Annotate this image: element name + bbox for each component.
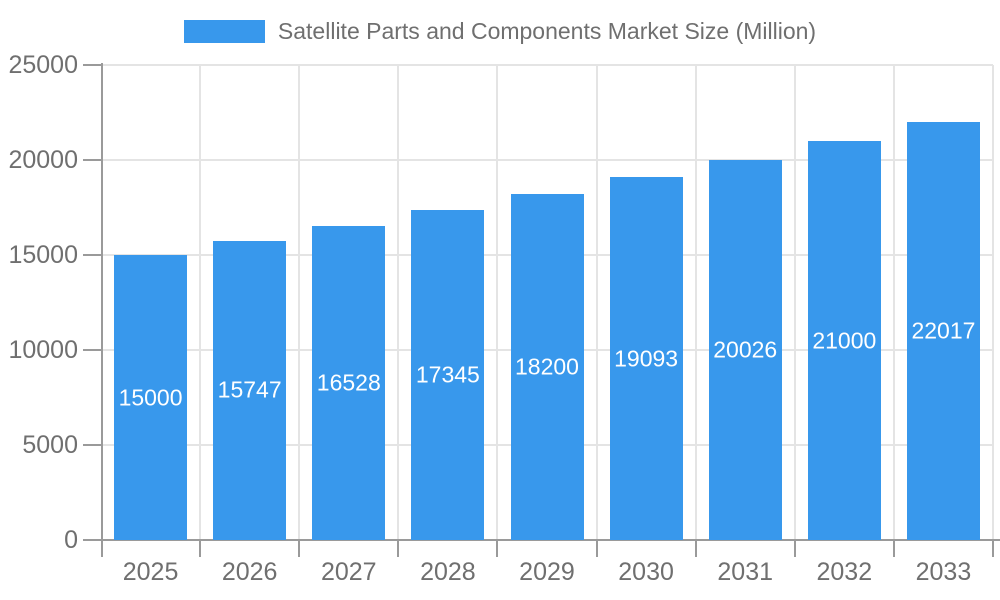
x-axis-tick — [595, 541, 598, 557]
x-axis-line — [83, 539, 1000, 541]
x-axis-label: 2033 — [915, 558, 972, 586]
x-axis-tick — [892, 541, 895, 557]
x-axis-tick — [397, 541, 400, 557]
gridline-vertical — [397, 65, 400, 540]
bar-2027[interactable]: 16528 — [312, 225, 386, 540]
x-axis-label: 2027 — [320, 558, 377, 586]
chart-legend[interactable]: Satellite Parts and Components Market Si… — [0, 16, 1000, 46]
x-axis-tick — [694, 541, 697, 557]
x-axis-label: 2032 — [816, 558, 873, 586]
y-axis-label: 25000 — [8, 51, 78, 79]
x-axis-tick — [793, 541, 796, 557]
bar-2032[interactable]: 21000 — [807, 141, 881, 540]
bar-value-label: 20026 — [713, 336, 778, 363]
bar-2030[interactable]: 19093 — [609, 177, 683, 540]
x-axis-tick — [992, 541, 994, 557]
y-axis-tick — [83, 349, 101, 351]
gridline-vertical — [496, 65, 499, 540]
bar-value-label: 16528 — [316, 369, 381, 396]
y-axis-line — [101, 63, 103, 557]
gridline-vertical — [298, 65, 301, 540]
gridline-vertical — [992, 65, 994, 540]
gridline-horizontal — [101, 159, 993, 161]
x-axis-label: 2031 — [717, 558, 774, 586]
x-axis-label: 2028 — [420, 558, 476, 586]
gridline-vertical — [199, 65, 202, 540]
y-axis-label: 15000 — [8, 241, 78, 269]
y-axis-tick — [83, 159, 101, 161]
bar-value-label: 17345 — [415, 361, 480, 388]
bar-value-label: 22017 — [911, 317, 976, 344]
x-axis-label: 2030 — [618, 558, 674, 586]
y-axis-tick — [83, 254, 101, 256]
bar-2026[interactable]: 15747 — [213, 240, 287, 540]
y-axis-label: 10000 — [8, 336, 78, 364]
y-axis-tick — [83, 444, 101, 446]
gridline-vertical — [793, 65, 796, 540]
bar-value-label: 15747 — [217, 376, 282, 403]
y-axis-label: 0 — [64, 526, 78, 554]
gridline-vertical — [595, 65, 598, 540]
gridline-horizontal — [101, 64, 993, 66]
gridline-vertical — [694, 65, 697, 540]
bar-2031[interactable]: 20026 — [708, 159, 782, 540]
bar-value-label: 18200 — [515, 353, 579, 380]
x-axis-label: 2026 — [221, 558, 278, 586]
bar-2033[interactable]: 22017 — [906, 121, 980, 540]
bar-2025[interactable]: 15000 — [114, 255, 188, 540]
x-axis-tick — [199, 541, 202, 557]
x-axis-label: 2029 — [519, 558, 575, 586]
bar-value-label: 15000 — [118, 384, 183, 410]
x-axis-tick — [298, 541, 301, 557]
y-axis-tick — [83, 539, 101, 541]
chart-title: Satellite Parts and Components Market Si… — [277, 17, 817, 44]
x-axis-label: 2025 — [122, 558, 179, 586]
bar-2029[interactable]: 18200 — [510, 194, 584, 540]
legend-color-swatch-icon — [183, 19, 265, 43]
bar-value-label: 19093 — [614, 345, 679, 372]
bar-value-label: 21000 — [812, 327, 877, 353]
y-axis-tick — [83, 64, 101, 66]
bar-2028[interactable]: 17345 — [411, 210, 485, 540]
y-axis-label: 20000 — [8, 146, 78, 174]
x-axis-tick — [496, 541, 499, 557]
gridline-vertical — [892, 65, 895, 540]
y-axis-label: 5000 — [22, 431, 78, 459]
